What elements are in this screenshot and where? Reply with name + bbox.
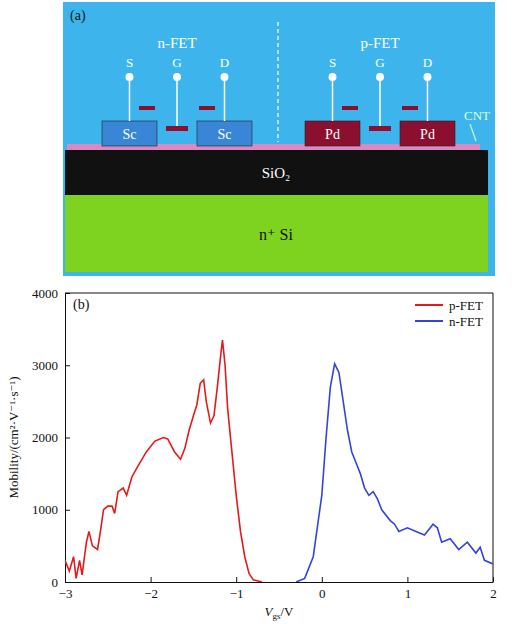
x-axis: −3 −2 −1 0 1 2 — [59, 577, 497, 601]
panel-b: −3 −2 −1 0 1 2 0 1000 2000 3000 4000 (b) p-FETn-FET V… — [6, 286, 497, 621]
y-tick: 2000 — [32, 430, 70, 445]
gate-electrode — [369, 126, 391, 131]
gate-plate — [139, 106, 155, 110]
x-tick-mark — [407, 577, 408, 582]
x-tick: 0 — [319, 577, 326, 601]
y-tick: 4000 — [32, 286, 70, 301]
y-tick-mark — [65, 438, 70, 439]
legend-label: n-FET — [449, 314, 483, 329]
device-title: p-FET — [360, 35, 399, 51]
x-tick-label: −1 — [230, 586, 244, 601]
substrate-label: n⁺ Si — [259, 226, 293, 243]
series-line — [296, 364, 493, 582]
gate-plate — [342, 106, 358, 110]
x-tick: 1 — [405, 577, 412, 601]
plot-lines — [65, 340, 493, 582]
contact-label: Sc — [218, 127, 232, 142]
y-axis: 0 1000 2000 3000 4000 — [32, 286, 70, 590]
plot-frame — [65, 293, 493, 582]
divider — [277, 22, 278, 142]
cnt-label: CNT — [464, 108, 490, 123]
terminal-node — [329, 73, 337, 81]
terminal-pin — [129, 80, 131, 121]
x-axis-title: Vgs/V — [265, 604, 295, 621]
panel-label: (a) — [70, 8, 86, 24]
figure: (a) n⁺ Si SiO₂ n-FET Sc Sc S G Dp-FET Pd Pd S G D CNT −… — [0, 0, 516, 624]
x-tick-mark — [151, 577, 152, 582]
legend-entry: p-FET — [415, 298, 483, 313]
y-tick-label: 0 — [52, 575, 59, 590]
terminal-pin — [224, 80, 226, 121]
contact-label: Sc — [123, 127, 137, 142]
x-tick: −2 — [144, 577, 158, 601]
x-tick-mark — [236, 577, 237, 582]
legend: p-FETn-FET — [415, 298, 483, 329]
y-tick-label: 2000 — [32, 430, 58, 445]
device: p-FET Pd Pd S G D — [305, 35, 455, 146]
series-line — [65, 340, 262, 582]
contact — [400, 121, 455, 146]
panel-label: (b) — [73, 297, 90, 313]
y-tick-label: 3000 — [32, 358, 58, 373]
cnt-arrow — [470, 124, 476, 141]
contact — [197, 121, 252, 146]
y-tick: 1000 — [32, 502, 70, 517]
terminal-label: D — [220, 55, 229, 70]
legend-swatch — [415, 320, 443, 322]
y-tick-mark — [65, 582, 70, 583]
x-tick-label: 0 — [319, 586, 326, 601]
y-tick-mark — [65, 365, 70, 366]
contact — [102, 121, 157, 146]
terminal-node — [424, 73, 432, 81]
contact-label: Pd — [325, 127, 340, 142]
oxide-label: SiO₂ — [262, 165, 291, 181]
panel-a: (a) n⁺ Si SiO₂ n-FET Sc Sc S G Dp-FET Pd Pd S G D CNT — [63, 2, 495, 276]
terminal-label: G — [172, 55, 181, 70]
x-tick-label: 2 — [490, 586, 497, 601]
terminal-node — [173, 73, 181, 81]
terminal-label: G — [375, 55, 384, 70]
substrate — [65, 195, 488, 272]
legend-swatch — [415, 304, 443, 306]
y-tick: 0 — [52, 575, 71, 590]
x-tick: −1 — [230, 577, 244, 601]
y-tick-mark — [65, 510, 70, 511]
contact-label: Pd — [420, 127, 435, 142]
x-tick-label: −3 — [59, 586, 73, 601]
device-title: n-FET — [157, 35, 196, 51]
terminal-label: S — [126, 55, 133, 70]
y-tick-label: 1000 — [32, 502, 58, 517]
terminal-node — [376, 73, 384, 81]
gate-plate — [199, 106, 215, 110]
legend-entry: n-FET — [415, 314, 483, 329]
legend-label: p-FET — [449, 298, 483, 313]
x-tick-mark — [322, 577, 323, 582]
x-tick-label: −2 — [144, 586, 158, 601]
gate-electrode — [166, 126, 188, 131]
gate-plate — [402, 106, 418, 110]
terminal-node — [221, 73, 229, 81]
terminal-label: D — [423, 55, 432, 70]
y-axis-title: Mobility/(cm²·V⁻¹·s⁻¹) — [6, 376, 21, 498]
oxide — [65, 150, 488, 195]
terminal-pin — [379, 80, 381, 126]
terminal-label: S — [329, 55, 336, 70]
terminal-pin — [176, 80, 178, 126]
terminal-pin — [427, 80, 429, 121]
contact — [305, 121, 360, 146]
terminal-pin — [332, 80, 334, 121]
diagram-background — [63, 2, 495, 276]
axis-line — [66, 582, 494, 583]
y-tick-label: 4000 — [32, 286, 58, 301]
terminal-node — [126, 73, 134, 81]
y-tick: 3000 — [32, 358, 70, 373]
device: n-FET Sc Sc S G D — [102, 35, 252, 146]
x-tick-label: 1 — [405, 586, 412, 601]
